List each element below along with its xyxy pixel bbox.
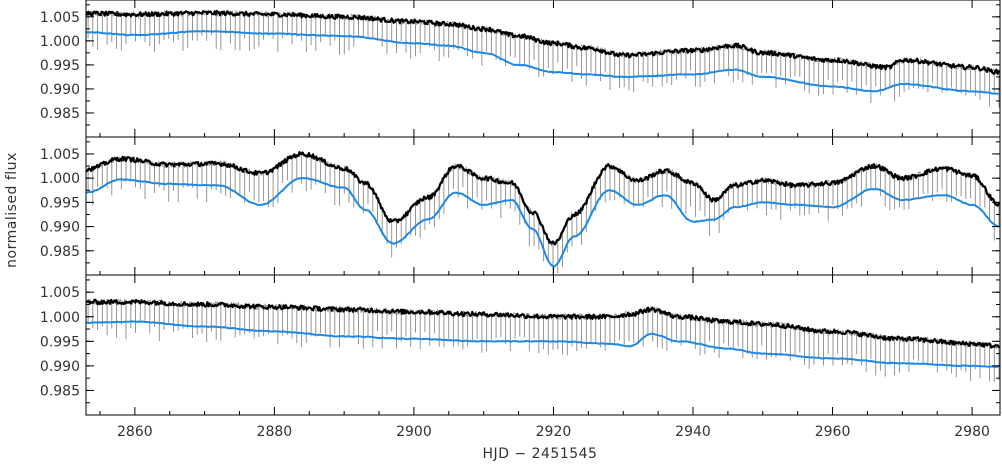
panel-frame [85, 0, 1001, 138]
y-tick-label: 0.985 [40, 383, 80, 399]
raw-flux-series [86, 152, 1000, 247]
panel-middle: 1.005 1.000 0.995 0.990 0.985 [40, 136, 1001, 276]
y-tick-label: 1.005 [40, 285, 80, 301]
y-axis-label: normalised flux [4, 152, 20, 268]
plot-area [86, 9, 1000, 108]
y-tick-label: 0.995 [40, 58, 80, 74]
y-tick-label: 1.005 [40, 147, 80, 163]
binned-flux-series [86, 298, 1000, 349]
panel-frame [85, 274, 1001, 416]
panel-top: 1.005 1.000 0.995 0.990 0.985 [40, 0, 1001, 138]
y-tick-label: 1.000 [40, 171, 80, 187]
x-tick-label: 2900 [396, 424, 432, 440]
y-tick-label: 0.990 [40, 220, 80, 236]
binned-flux-series [86, 151, 1000, 246]
model-flux-series [86, 320, 999, 369]
model-flux-series [86, 29, 999, 95]
y-tick-label: 0.990 [40, 82, 80, 98]
y-tick-label: 0.990 [40, 359, 80, 375]
y-tick-label: 1.000 [40, 34, 80, 50]
y-tick-label: 0.995 [40, 195, 80, 211]
y-tick-label: 1.005 [40, 10, 80, 26]
panel-bottom: 1.005 1.000 0.995 0.990 0.985 [40, 274, 1001, 416]
x-tick-label: 2980 [954, 424, 990, 440]
y-tick-label: 1.000 [40, 310, 80, 326]
x-tick-label: 2880 [257, 424, 293, 440]
x-tick-label: 2920 [536, 424, 572, 440]
plot-area [86, 151, 1000, 275]
y-tick-label: 0.985 [40, 106, 80, 122]
binned-flux-series [86, 9, 1000, 75]
transit-spikes [87, 302, 1000, 383]
y-tick-label: 0.995 [40, 334, 80, 350]
x-tick-label: 2940 [675, 424, 711, 440]
model-flux-series [86, 177, 999, 268]
x-tick-label: 2960 [815, 424, 851, 440]
panel-frame [85, 136, 1001, 276]
x-tick-label: 2860 [117, 424, 153, 440]
transit-spikes [87, 154, 1000, 275]
x-axis-label: HJD − 2451545 [483, 446, 598, 462]
transit-spikes [87, 13, 1000, 108]
y-tick-label: 0.985 [40, 244, 80, 260]
plot-area [86, 298, 1000, 383]
